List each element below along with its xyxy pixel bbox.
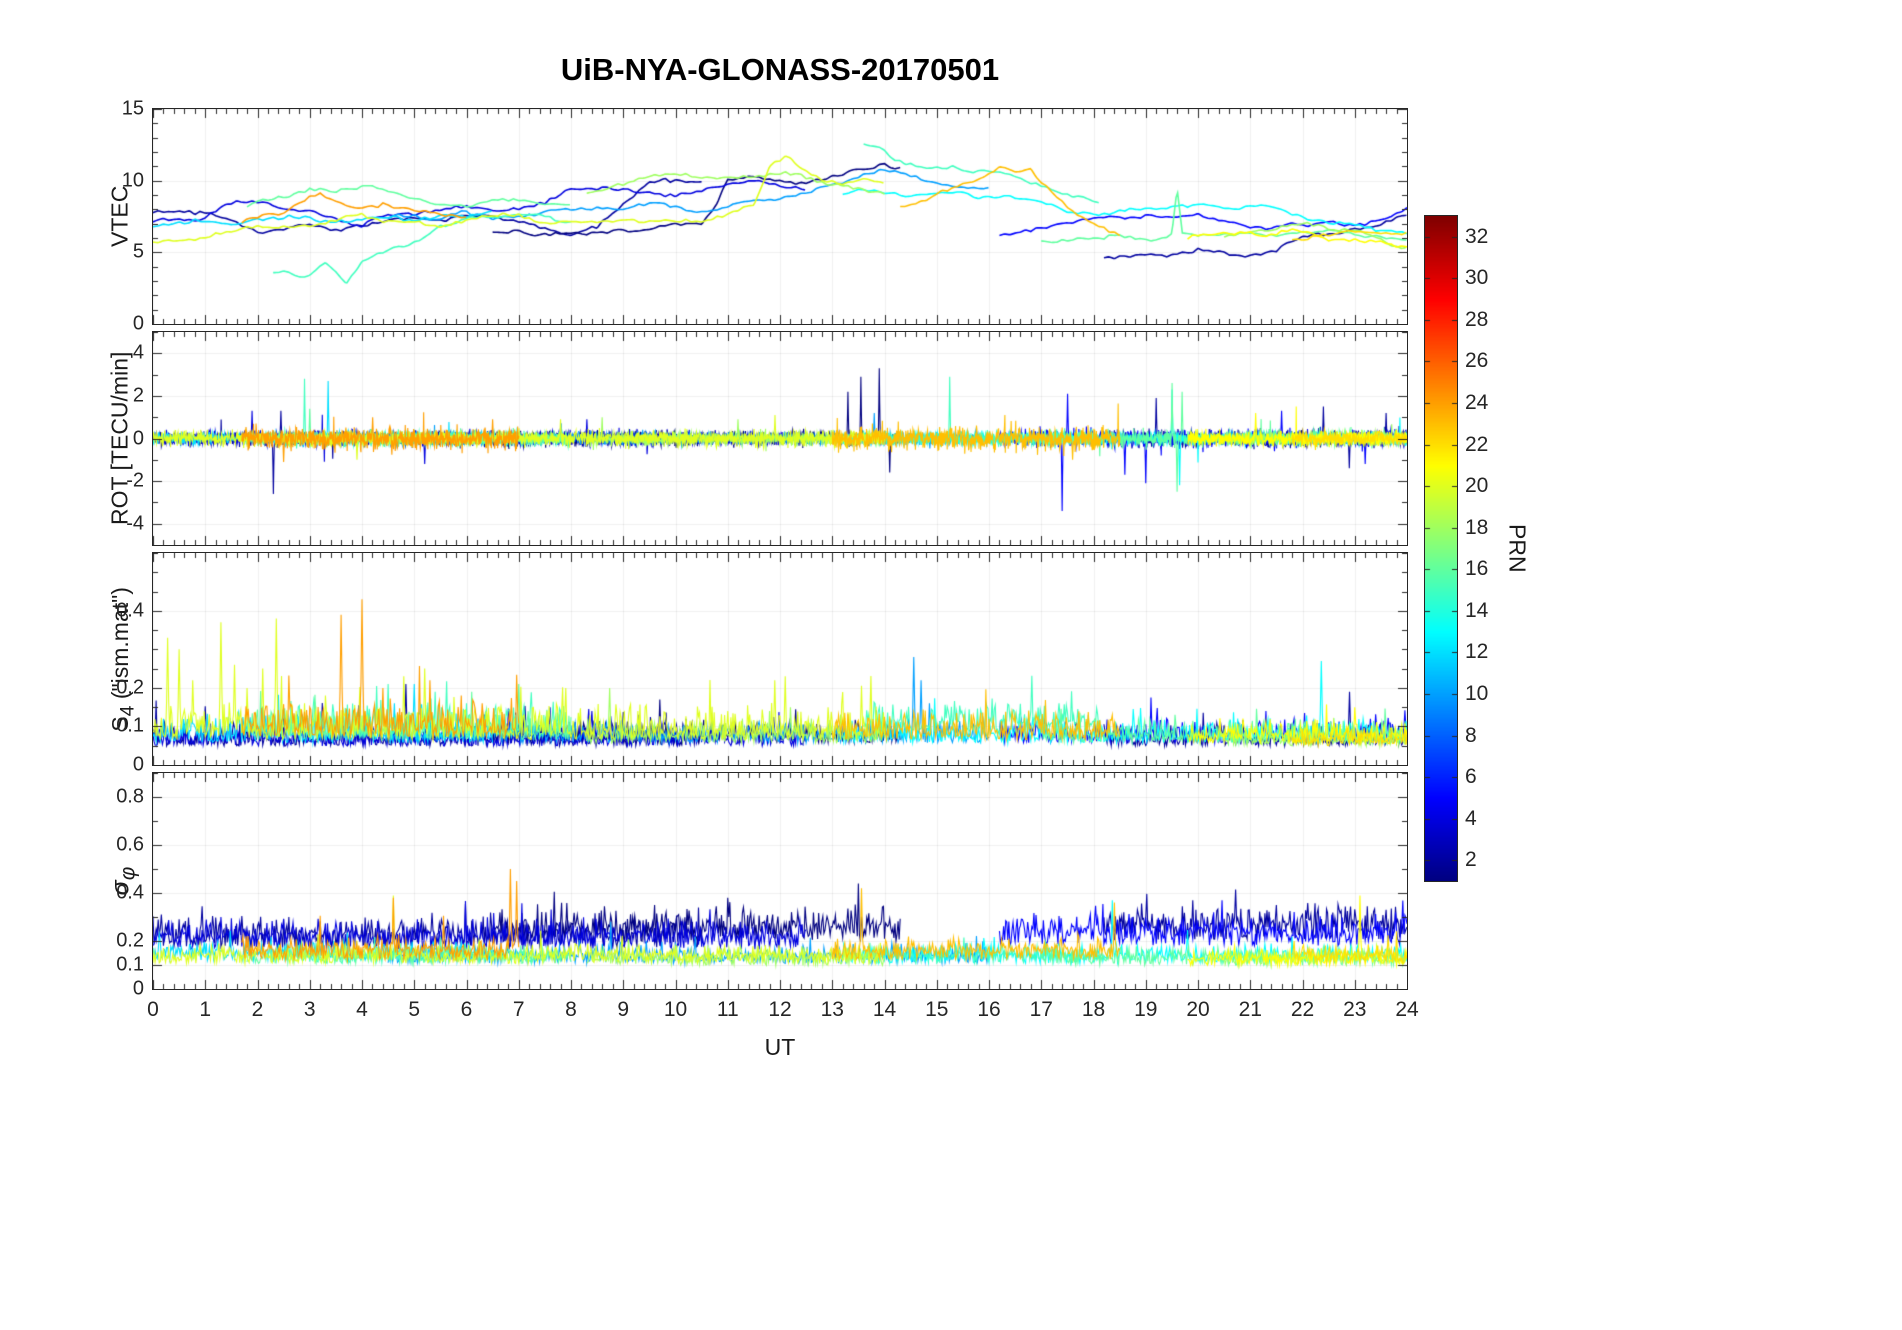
x-axis-label: UT bbox=[764, 1034, 796, 1060]
rot-plot-canvas bbox=[153, 332, 1407, 545]
y-tick-label: 0.8 bbox=[116, 785, 144, 808]
x-tick-label: 23 bbox=[1343, 998, 1367, 1021]
vtec-plot-canvas bbox=[153, 109, 1407, 324]
sigma-phi-panel: σφ 0 0.1 0.2 0.4 0.6 0.8 0 1 2 3 4 5 6 7 8 9 10 11 12 13 14 1… bbox=[106, 772, 1419, 1021]
x-tick-label: 22 bbox=[1290, 998, 1315, 1021]
colorbar-tick-label: 16 bbox=[1465, 557, 1489, 581]
vtec-axis-label-text: VTEC bbox=[106, 185, 133, 248]
colorbar-tick-label: 14 bbox=[1465, 598, 1489, 622]
colorbar-tick-label: 22 bbox=[1465, 432, 1489, 456]
y-tick-label: 10 bbox=[121, 169, 144, 192]
x-tick-label: 20 bbox=[1186, 998, 1210, 1021]
y-tick-label: 0.6 bbox=[116, 833, 144, 856]
y-tick-label: 0.1 bbox=[116, 953, 144, 976]
colorbar-tick-label: 30 bbox=[1465, 266, 1489, 290]
y-tick-label: 0.1 bbox=[116, 714, 144, 737]
chart-title: UiB-NYA-GLONASS-20170501 bbox=[560, 52, 1000, 87]
x-tick-label: 18 bbox=[1081, 998, 1106, 1021]
y-tick-label: 0.2 bbox=[116, 929, 144, 952]
y-tick-label: 0.4 bbox=[116, 881, 144, 904]
x-tick-label: 8 bbox=[565, 998, 577, 1021]
x-tick-label: 3 bbox=[303, 998, 316, 1021]
colorbar-tick-label: 18 bbox=[1465, 515, 1489, 539]
x-tick-label: 17 bbox=[1029, 998, 1053, 1021]
x-tick-label: 0 bbox=[147, 998, 159, 1021]
x-tick-label: 12 bbox=[768, 998, 792, 1021]
x-tick-label: 4 bbox=[356, 998, 368, 1021]
colorbar-tick-label: 32 bbox=[1465, 224, 1489, 248]
rot-axis-label-text: ROT [TECU/min] bbox=[106, 351, 133, 526]
vtec-panel: VTEC 0 5 10 15 bbox=[107, 98, 1408, 335]
y-tick-label: 0 bbox=[132, 977, 144, 1000]
colorbar-tick-label: 2 bbox=[1465, 848, 1477, 872]
x-tick-label: 7 bbox=[512, 998, 525, 1021]
colorbar-tick-label: 26 bbox=[1465, 349, 1489, 373]
y-tick-label: 5 bbox=[132, 240, 144, 263]
y-tick-label: 0 bbox=[132, 427, 144, 449]
x-tick-label: 9 bbox=[617, 998, 630, 1021]
x-tick-label: 21 bbox=[1238, 998, 1262, 1021]
x-tick-label: 19 bbox=[1134, 998, 1158, 1021]
y-tick-label: 0 bbox=[132, 753, 144, 776]
x-tick-label: 1 bbox=[199, 998, 212, 1021]
x-tick-label: 10 bbox=[663, 998, 688, 1021]
y-tick-label: -4 bbox=[126, 512, 144, 535]
y-tick-label: 0.2 bbox=[116, 676, 144, 699]
colorbar-tick-label: 24 bbox=[1465, 391, 1489, 415]
colorbar-axis-label-text: PRN bbox=[1504, 524, 1531, 573]
s4-panel: S4 ("ism.mat") 0 0.1 0.2 0.4 bbox=[107, 552, 1408, 776]
x-tick-label: 2 bbox=[251, 998, 264, 1021]
colorbar-tick-label: 12 bbox=[1465, 640, 1489, 664]
x-tick-label: 16 bbox=[977, 998, 1001, 1021]
colorbar-tick-label: 6 bbox=[1465, 765, 1477, 789]
s4-plot-canvas bbox=[153, 553, 1407, 765]
prn-colorbar: 2 4 6 8 10 12 14 16 18 20 22 24 26 28 30 32 bbox=[1424, 215, 1488, 882]
x-tick-label: 11 bbox=[716, 998, 739, 1021]
y-tick-label: 2 bbox=[132, 384, 144, 407]
colorbar-tick-label: 4 bbox=[1465, 806, 1477, 830]
colorbar-tick-label: 8 bbox=[1465, 723, 1477, 747]
y-tick-label: -2 bbox=[126, 469, 144, 492]
y-tick-label: 0.4 bbox=[116, 599, 144, 622]
colorbar-tick-label: 28 bbox=[1465, 307, 1489, 331]
rot-panel: ROT [TECU/min] -4 -2 0 2 4 bbox=[107, 331, 1408, 546]
x-tick-label: 14 bbox=[872, 998, 897, 1021]
x-tick-label: 6 bbox=[460, 998, 473, 1021]
x-tick-label: 5 bbox=[408, 998, 421, 1021]
y-tick-label: 4 bbox=[132, 341, 144, 364]
colorbar-axis-label: PRN bbox=[1502, 215, 1532, 882]
colorbar-tick-label: 20 bbox=[1465, 474, 1489, 498]
x-tick-label: 24 bbox=[1395, 998, 1419, 1021]
y-tick-label: 15 bbox=[121, 97, 144, 120]
colorbar-gradient-canvas bbox=[1425, 216, 1457, 881]
colorbar-tick-label: 10 bbox=[1465, 681, 1489, 705]
x-tick-label: 13 bbox=[820, 998, 844, 1021]
y-tick-label: 0 bbox=[132, 312, 144, 335]
sigma-phi-axis-label-sub: φ bbox=[116, 866, 140, 881]
sigma-phi-plot-canvas bbox=[153, 773, 1407, 989]
x-tick-label: 15 bbox=[925, 998, 949, 1021]
